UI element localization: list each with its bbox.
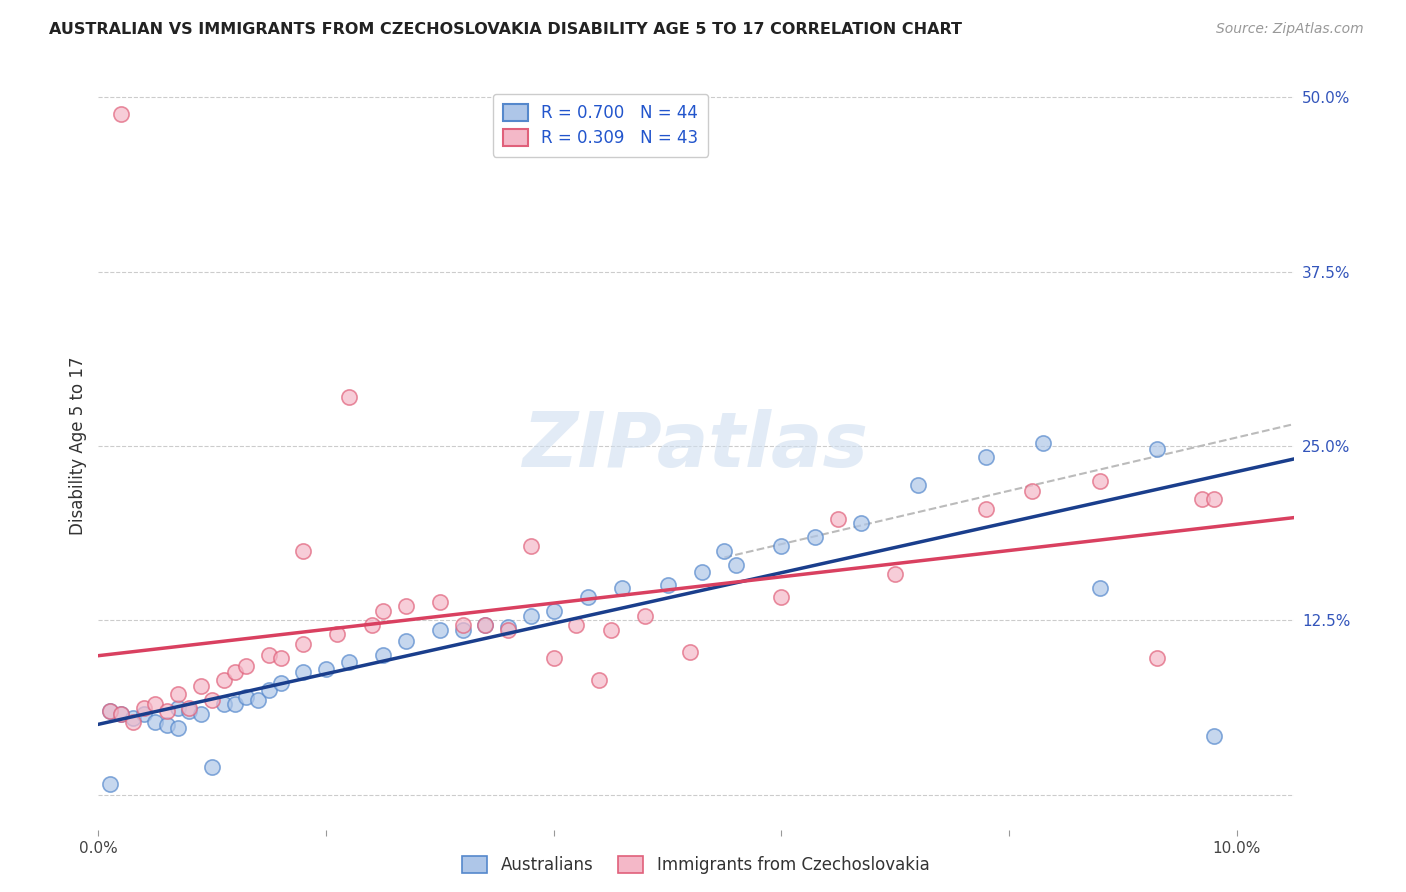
Point: [1021, 483, 1043, 498]
Point: [167, 701, 190, 715]
Point: [360, 617, 382, 632]
Point: [804, 530, 827, 544]
Text: AUSTRALIAN VS IMMIGRANTS FROM CZECHOSLOVAKIA DISABILITY AGE 5 TO 17 CORRELATION : AUSTRALIAN VS IMMIGRANTS FROM CZECHOSLOV…: [49, 22, 962, 37]
Point: [270, 676, 292, 690]
Y-axis label: Disability Age 5 to 17: Disability Age 5 to 17: [69, 357, 87, 535]
Point: [474, 617, 496, 632]
Point: [1032, 436, 1054, 450]
Point: [212, 697, 235, 711]
Point: [884, 567, 907, 582]
Point: [634, 609, 657, 624]
Point: [451, 617, 474, 632]
Point: [565, 617, 588, 632]
Point: [257, 683, 280, 698]
Text: ZIPatlas: ZIPatlas: [523, 409, 869, 483]
Point: [1088, 581, 1111, 595]
Point: [1202, 491, 1225, 506]
Point: [429, 595, 451, 609]
Point: [167, 687, 190, 701]
Point: [496, 623, 519, 637]
Point: [474, 617, 496, 632]
Point: [520, 609, 543, 624]
Point: [292, 637, 315, 651]
Point: [1202, 729, 1225, 743]
Point: [576, 590, 599, 604]
Point: [98, 704, 121, 718]
Point: [190, 679, 212, 693]
Point: [770, 540, 793, 554]
Point: [179, 701, 201, 715]
Legend: Australians, Immigrants from Czechoslovakia: Australians, Immigrants from Czechoslova…: [454, 847, 938, 882]
Point: [371, 604, 394, 618]
Point: [326, 627, 349, 641]
Point: [292, 665, 315, 679]
Point: [201, 693, 224, 707]
Point: [543, 604, 565, 618]
Point: [496, 620, 519, 634]
Point: [190, 706, 212, 721]
Point: [713, 543, 735, 558]
Point: [520, 540, 543, 554]
Point: [257, 648, 280, 663]
Point: [235, 690, 257, 704]
Point: [132, 701, 155, 715]
Point: [770, 590, 793, 604]
Point: [156, 704, 179, 718]
Point: [429, 623, 451, 637]
Point: [143, 697, 166, 711]
Point: [849, 516, 872, 530]
Point: [132, 706, 155, 721]
Point: [143, 715, 166, 730]
Point: [167, 721, 190, 735]
Point: [337, 390, 360, 404]
Point: [1146, 442, 1168, 456]
Point: [974, 450, 997, 465]
Point: [599, 623, 621, 637]
Point: [690, 565, 713, 579]
Point: [98, 704, 121, 718]
Point: [1088, 474, 1111, 488]
Point: [588, 673, 610, 688]
Point: [121, 711, 143, 725]
Point: [827, 511, 849, 525]
Point: [724, 558, 747, 572]
Point: [110, 107, 132, 121]
Point: [110, 706, 132, 721]
Point: [270, 651, 292, 665]
Point: [337, 655, 360, 669]
Point: [657, 578, 679, 592]
Point: [292, 543, 315, 558]
Point: [543, 651, 565, 665]
Point: [679, 645, 702, 659]
Point: [121, 715, 143, 730]
Point: [315, 662, 337, 676]
Point: [156, 718, 179, 732]
Point: [246, 693, 269, 707]
Point: [98, 776, 121, 790]
Point: [371, 648, 394, 663]
Point: [224, 665, 246, 679]
Text: Source: ZipAtlas.com: Source: ZipAtlas.com: [1216, 22, 1364, 37]
Point: [395, 599, 418, 614]
Point: [179, 704, 201, 718]
Point: [907, 478, 929, 492]
Point: [610, 581, 633, 595]
Point: [395, 634, 418, 648]
Point: [201, 760, 224, 774]
Point: [110, 706, 132, 721]
Point: [212, 673, 235, 688]
Point: [224, 697, 246, 711]
Point: [974, 501, 997, 516]
Point: [1191, 491, 1213, 506]
Point: [451, 623, 474, 637]
Point: [235, 659, 257, 673]
Point: [1146, 651, 1168, 665]
